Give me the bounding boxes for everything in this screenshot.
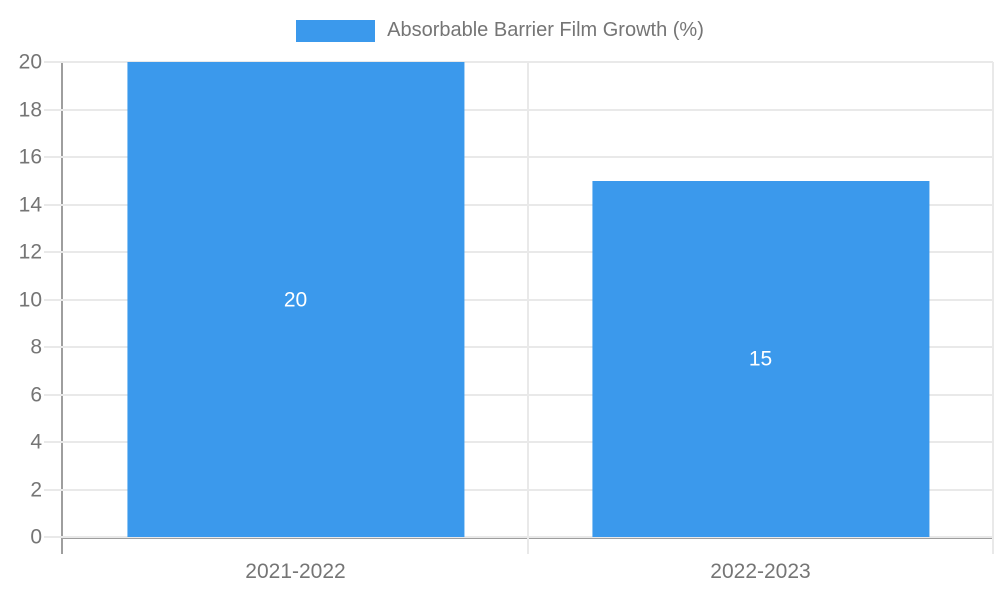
legend-swatch — [296, 19, 376, 42]
legend-label: Absorbable Barrier Film Growth (%) — [387, 19, 704, 41]
y-axis-tick-label: 16 — [18, 145, 42, 169]
y-axis-tick-label: 4 — [30, 430, 42, 454]
y-axis-tick-label: 18 — [18, 98, 42, 121]
gridline-y-18 — [44, 108, 993, 111]
y-axis-tick-label: 2 — [30, 478, 42, 501]
gridline-x-1 — [527, 62, 529, 554]
gridline-x-2 — [992, 62, 994, 554]
gridline-y-12 — [44, 251, 993, 253]
gridline-y-6 — [44, 393, 993, 396]
bar-value-label: 20 — [283, 288, 308, 311]
y-axis-tick-label: 6 — [30, 383, 42, 406]
gridline-y-20 — [44, 61, 993, 63]
legend: Absorbable Barrier Film Growth (%) — [0, 19, 1000, 42]
bar-2022-2023 — [591, 180, 930, 537]
y-axis-bottom-tick — [61, 537, 63, 554]
x-axis-tick-label: 2021-2022 — [245, 560, 346, 583]
gridline-y-4 — [44, 441, 993, 443]
y-axis-tick-label: 20 — [18, 50, 42, 74]
gridline-y-2 — [44, 488, 993, 491]
y-axis-tick-label: 8 — [30, 335, 42, 359]
gridline-y-14 — [44, 203, 993, 206]
x-axis-tick-label: 2022-2023 — [710, 560, 811, 583]
gridline-y-10 — [44, 298, 993, 301]
y-axis-tick-label: 12 — [18, 240, 42, 264]
bar-2021-2022 — [126, 62, 465, 537]
gridline-y-0 — [44, 536, 993, 538]
y-axis-tick-label: 0 — [30, 525, 42, 549]
gridline-y-8 — [44, 346, 993, 348]
bar-value-label: 15 — [748, 347, 773, 371]
y-axis-tick-label: 14 — [18, 193, 42, 216]
y-axis-tick-label: 10 — [18, 288, 42, 311]
gridline-y-16 — [44, 156, 993, 158]
plot-area: 0 2 4 6 8 10 12 14 16 18 20 20 2021-2022 15 2022-2023 — [19, 52, 994, 582]
